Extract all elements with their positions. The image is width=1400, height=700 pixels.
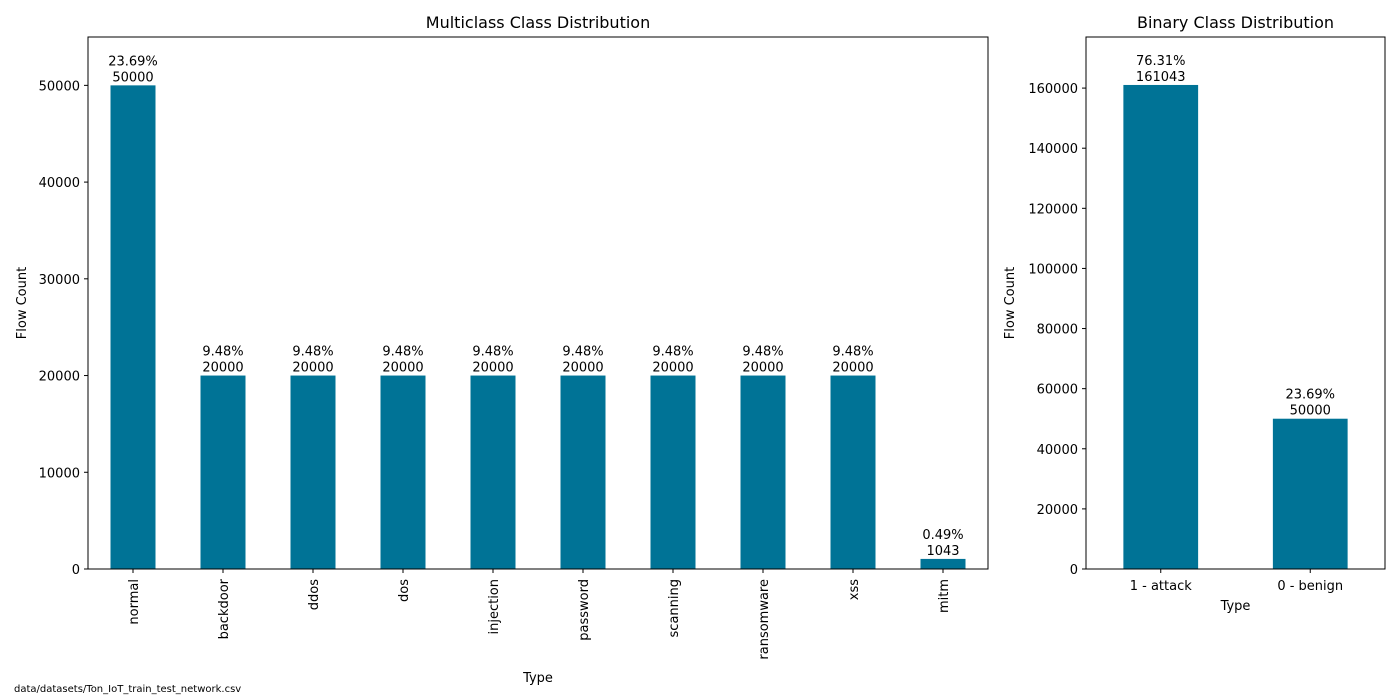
bar-ransomware	[740, 375, 786, 569]
y-tick-label: 0	[72, 563, 80, 578]
plot-frame	[1085, 36, 1386, 570]
bar-value-label: 20000	[382, 361, 423, 376]
bar-percent-label: 76.31%	[1136, 54, 1186, 69]
y-tick-label: 160000	[1028, 82, 1078, 97]
x-tick-label: xss	[847, 579, 862, 600]
y-tick-label: 120000	[1028, 202, 1078, 217]
bar-percent-label: 9.48%	[562, 345, 603, 360]
bar-value-label: 20000	[652, 361, 693, 376]
bar-value-label: 50000	[1290, 404, 1331, 419]
chart-title: Binary Class Distribution	[1137, 13, 1334, 32]
y-axis-label: Flow Count	[1003, 267, 1018, 339]
x-tick-label: ddos	[307, 579, 322, 610]
x-tick-label: scanning	[667, 579, 682, 637]
y-tick-label: 10000	[39, 466, 80, 481]
bar-value-label: 20000	[742, 361, 783, 376]
bar-backdoor	[200, 375, 246, 569]
bar-percent-label: 9.48%	[742, 345, 783, 360]
bar-percent-label: 23.69%	[1285, 388, 1335, 403]
x-axis-label: Type	[1220, 599, 1251, 614]
bar-value-label: 161043	[1136, 70, 1186, 85]
bar-percent-label: 0.49%	[922, 528, 963, 543]
bar-0-benign	[1272, 418, 1348, 569]
y-tick-label: 0	[1070, 563, 1078, 578]
x-tick-label: ransomware	[757, 579, 772, 660]
x-tick-label: 1 - attack	[1130, 579, 1193, 594]
bar-dos	[380, 375, 426, 569]
x-tick-label: injection	[487, 579, 502, 635]
bar-normal	[110, 85, 156, 569]
y-tick-label: 100000	[1028, 262, 1078, 277]
bar-value-label: 20000	[292, 361, 333, 376]
bar-value-label: 20000	[832, 361, 873, 376]
bar-percent-label: 9.48%	[202, 345, 243, 360]
bar-ddos	[290, 375, 336, 569]
bar-value-label: 20000	[202, 361, 243, 376]
y-tick-label: 80000	[1037, 323, 1078, 338]
bar-percent-label: 9.48%	[292, 345, 333, 360]
bar-percent-label: 9.48%	[382, 345, 423, 360]
x-tick-label: password	[577, 579, 592, 641]
bar-percent-label: 23.69%	[108, 54, 158, 69]
y-axis-label: Flow Count	[15, 267, 30, 339]
x-tick-label: mitm	[937, 579, 952, 613]
x-tick-label: normal	[127, 579, 142, 625]
y-tick-label: 20000	[39, 370, 80, 385]
chart-title: Multiclass Class Distribution	[426, 13, 650, 32]
bar-mitm	[920, 558, 966, 569]
y-tick-label: 30000	[39, 273, 80, 288]
bar-value-label: 1043	[926, 544, 959, 559]
bar-value-label: 50000	[112, 70, 153, 85]
bar-xss	[830, 375, 876, 569]
y-tick-label: 60000	[1037, 383, 1078, 398]
y-tick-label: 40000	[39, 176, 80, 191]
y-tick-label: 20000	[1037, 503, 1078, 518]
bar-injection	[470, 375, 516, 569]
x-axis-label: Type	[522, 671, 553, 686]
bar-percent-label: 9.48%	[652, 345, 693, 360]
x-tick-label: backdoor	[217, 578, 232, 639]
x-tick-label: 0 - benign	[1277, 579, 1343, 594]
bar-percent-label: 9.48%	[832, 345, 873, 360]
x-tick-label: dos	[397, 579, 412, 602]
source-file-footnote: data/datasets/Ton_IoT_train_test_network…	[14, 684, 242, 695]
plot-frame	[87, 36, 989, 570]
bar-1-attack	[1123, 84, 1199, 569]
bar-scanning	[650, 375, 696, 569]
bar-percent-label: 9.48%	[472, 345, 513, 360]
y-tick-label: 140000	[1028, 142, 1078, 157]
bar-value-label: 20000	[472, 361, 513, 376]
bar-password	[560, 375, 606, 569]
bar-value-label: 20000	[562, 361, 603, 376]
y-tick-label: 40000	[1037, 443, 1078, 458]
y-tick-label: 50000	[39, 79, 80, 94]
